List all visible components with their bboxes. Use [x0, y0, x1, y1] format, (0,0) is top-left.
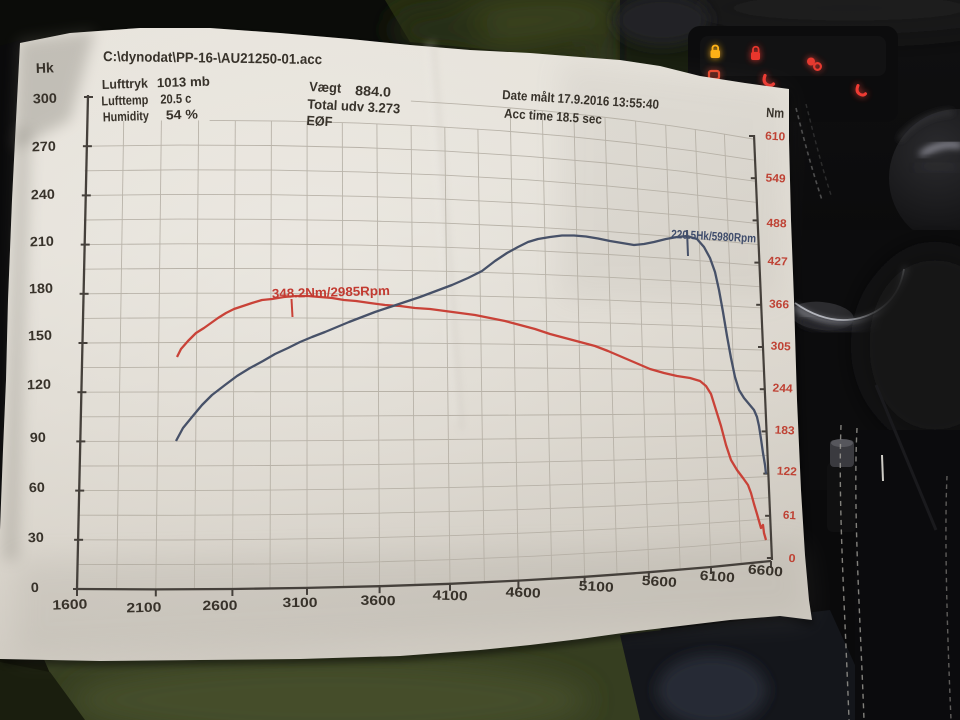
svg-text:C:\dynodat\PP-16-\AU21250-01.a: C:\dynodat\PP-16-\AU21250-01.acc: [103, 48, 322, 67]
svg-text:0: 0: [788, 553, 796, 565]
svg-text:3600: 3600: [360, 593, 395, 608]
svg-text:549: 549: [765, 172, 786, 185]
svg-text:884.0: 884.0: [355, 83, 392, 100]
svg-text:210: 210: [30, 234, 55, 250]
svg-text:488: 488: [766, 217, 787, 230]
svg-text:1013 mb: 1013 mb: [157, 74, 210, 91]
svg-text:54 %: 54 %: [166, 106, 199, 122]
svg-text:270: 270: [32, 139, 57, 155]
svg-text:305: 305: [770, 340, 791, 353]
svg-text:4100: 4100: [432, 588, 467, 604]
svg-text:348.2Nm/2985Rpm: 348.2Nm/2985Rpm: [272, 283, 390, 301]
svg-text:Lufttemp: Lufttemp: [101, 92, 148, 108]
svg-text:244: 244: [772, 382, 793, 395]
svg-text:427: 427: [767, 255, 788, 268]
svg-text:122: 122: [777, 465, 798, 478]
svg-text:240: 240: [31, 187, 56, 203]
svg-text:150: 150: [28, 328, 53, 344]
svg-text:30: 30: [28, 530, 45, 546]
svg-text:Vægt: Vægt: [309, 79, 342, 96]
svg-text:61: 61: [783, 510, 797, 523]
svg-text:300: 300: [33, 91, 58, 107]
svg-text:2100: 2100: [126, 600, 161, 616]
svg-text:60: 60: [29, 480, 46, 496]
svg-text:Humidity: Humidity: [103, 108, 150, 124]
svg-text:Total udv 3.273: Total udv 3.273: [307, 96, 401, 116]
svg-text:5100: 5100: [578, 578, 614, 595]
svg-text:EØF: EØF: [306, 113, 333, 129]
svg-text:5600: 5600: [641, 573, 677, 590]
svg-text:180: 180: [29, 281, 54, 297]
svg-text:Hk: Hk: [36, 59, 55, 76]
svg-text:183: 183: [774, 424, 795, 437]
svg-text:Acc time 18.5 sec: Acc time 18.5 sec: [504, 106, 603, 127]
svg-text:120: 120: [27, 377, 52, 393]
svg-text:20.5 c: 20.5 c: [160, 91, 191, 107]
svg-text:Lufttryk: Lufttryk: [102, 76, 149, 92]
svg-text:3100: 3100: [282, 595, 317, 610]
svg-text:4600: 4600: [505, 584, 541, 600]
svg-text:6100: 6100: [699, 568, 735, 586]
svg-text:1600: 1600: [52, 596, 88, 612]
svg-text:610: 610: [765, 130, 786, 143]
svg-text:90: 90: [30, 430, 47, 446]
svg-text:6600: 6600: [747, 562, 783, 580]
svg-text:366: 366: [769, 298, 790, 311]
svg-text:220.5Hk/5980Rpm: 220.5Hk/5980Rpm: [671, 227, 757, 245]
svg-text:Nm: Nm: [766, 105, 785, 121]
svg-text:0: 0: [31, 580, 40, 595]
svg-text:2600: 2600: [202, 598, 237, 613]
